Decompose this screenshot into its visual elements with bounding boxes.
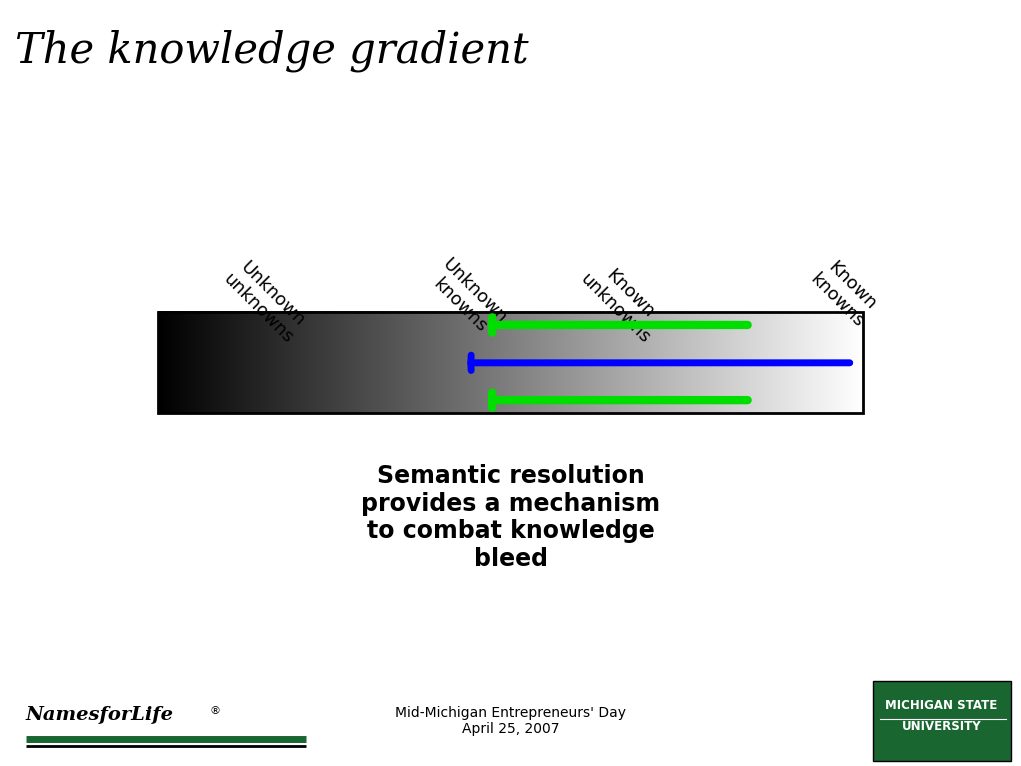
Text: ®: ®	[209, 705, 221, 716]
Text: Known
unknowns: Known unknowns	[577, 255, 669, 347]
Text: Unknown
unknowns: Unknown unknowns	[220, 255, 311, 347]
Bar	[158, 313, 863, 414]
Text: Mid-Michigan Entrepreneurs' Day
April 25, 2007: Mid-Michigan Entrepreneurs' Day April 25…	[395, 705, 626, 736]
Text: NamesforLife: NamesforLife	[26, 706, 174, 725]
Text: Semantic resolution
provides a mechanism
to combat knowledge
bleed: Semantic resolution provides a mechanism…	[361, 463, 660, 571]
Text: Unknown
knowns: Unknown knowns	[424, 255, 510, 342]
Text: MICHIGAN STATE
UNIVERSITY: MICHIGAN STATE UNIVERSITY	[885, 699, 998, 733]
Text: Known
knowns: Known knowns	[807, 255, 882, 331]
FancyBboxPatch shape	[873, 681, 1011, 761]
Text: The knowledge gradient: The knowledge gradient	[15, 29, 529, 72]
